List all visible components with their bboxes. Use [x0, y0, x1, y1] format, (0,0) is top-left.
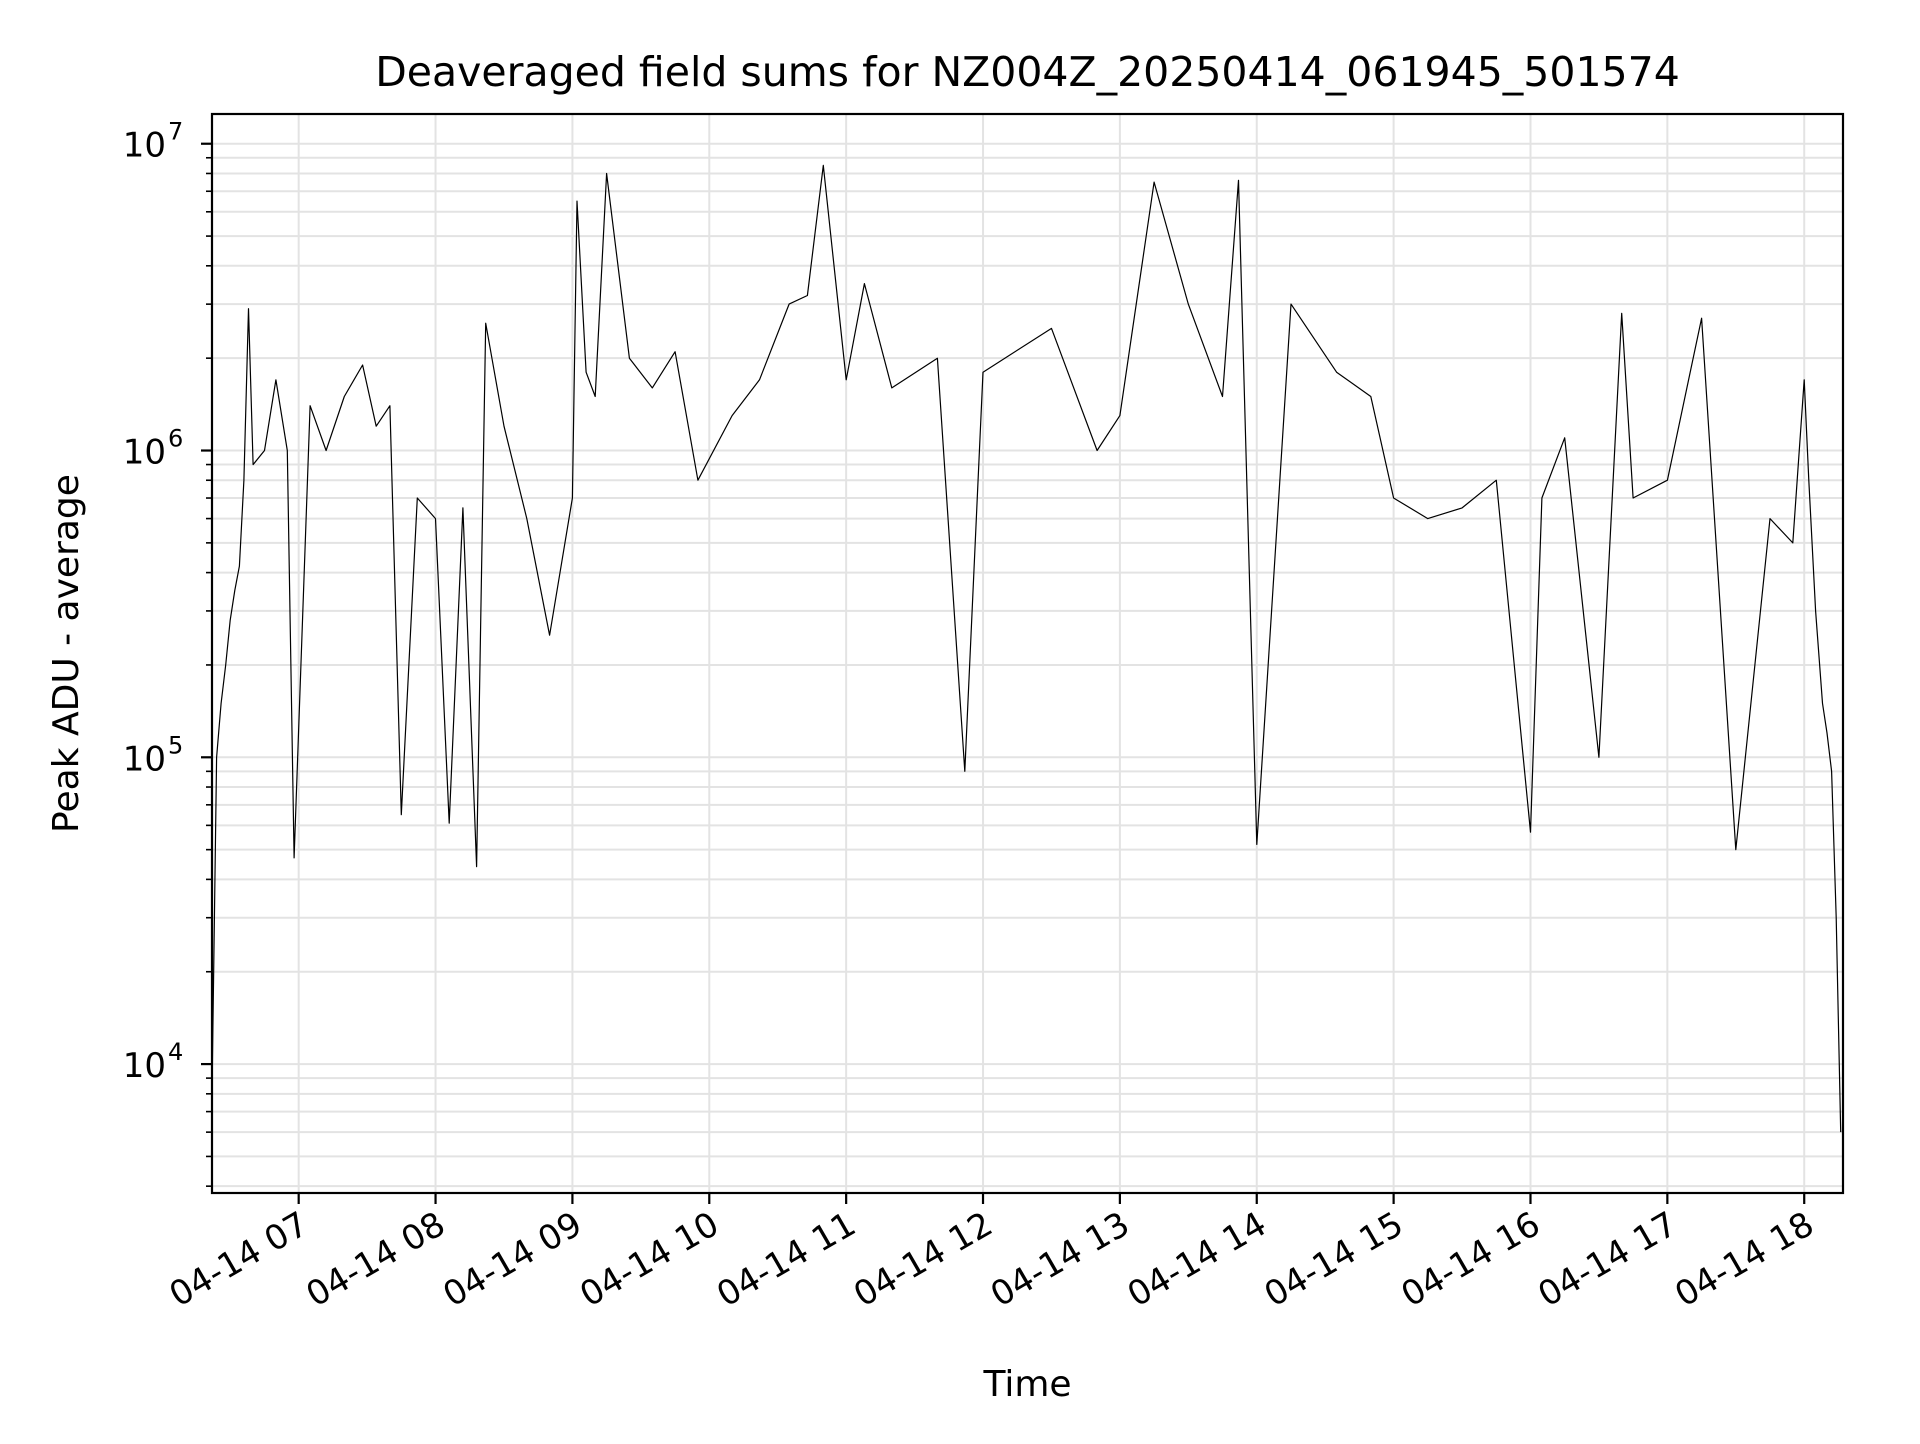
series-layer	[211, 164, 1842, 1133]
y-tick-label: 10	[123, 739, 166, 779]
y-tick-label: 10	[123, 1046, 166, 1086]
y-tick-label: 10	[123, 126, 166, 166]
y-tick-label: 10	[123, 433, 166, 473]
chart-title: Deaveraged field sums for NZ004Z_2025041…	[375, 48, 1680, 96]
series-line	[211, 164, 1842, 1133]
y-tick-exponent: 6	[168, 425, 183, 453]
axes-frame	[210, 112, 1845, 1195]
y-tick-exponent: 7	[168, 118, 183, 146]
x-axis-label: Time	[982, 1364, 1071, 1405]
y-tick-exponent: 4	[168, 1038, 183, 1066]
y-axis-label: Peak ADU - average	[46, 474, 87, 833]
y-tick-exponent: 5	[168, 731, 183, 759]
